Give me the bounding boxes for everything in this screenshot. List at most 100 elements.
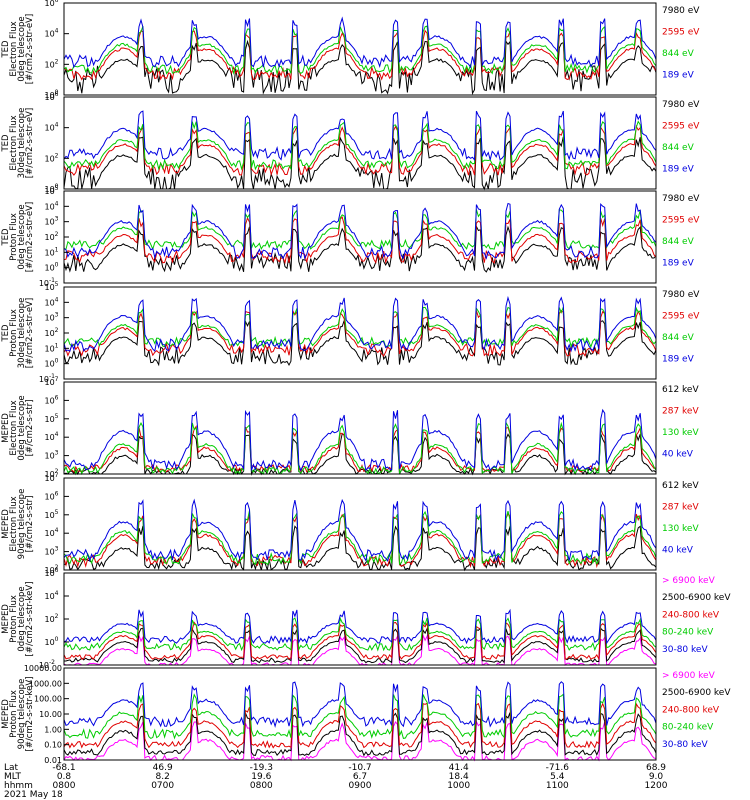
y-tick-label: 101 <box>44 246 58 257</box>
legend-entry: 130 keV <box>662 428 699 438</box>
series-line-2 <box>63 29 657 81</box>
y-axis-label: 0deg telescope <box>17 16 27 81</box>
y-tick-label: 10.00 <box>39 710 62 719</box>
y-tick-label: 104 <box>44 200 58 211</box>
series-line-2 <box>63 425 657 473</box>
footer-value: 18.4 <box>449 772 469 782</box>
y-axis-label: 0deg telescope <box>17 395 27 460</box>
series-line-4 <box>63 498 657 562</box>
y-axis-label: [#/cm2-s-str] <box>25 400 35 457</box>
y-axis-label: 90deg telescope <box>17 679 27 750</box>
footer-value: 0800 <box>250 781 273 791</box>
y-tick-label: 103 <box>44 546 58 557</box>
legend-entry: > 6900 keV <box>662 576 716 586</box>
legend-entry: > 6900 keV <box>662 671 716 681</box>
series-line-4 <box>63 202 657 260</box>
panel-frame <box>63 96 657 190</box>
y-tick-label: 106 <box>44 91 58 102</box>
footer-value: 46.9 <box>153 763 173 773</box>
series-line-3 <box>63 120 657 171</box>
footer-value: -68.1 <box>52 763 75 773</box>
legend-entry: 189 eV <box>662 355 695 365</box>
series-line-4 <box>63 16 657 69</box>
y-axis-label: [#/cm2-s-str-eV] <box>25 108 35 178</box>
footer-value: 0700 <box>151 781 174 791</box>
legend-entry: 612 keV <box>662 385 699 395</box>
series-line-4 <box>63 616 657 652</box>
footer-date: 2021 May 18 <box>4 790 63 800</box>
y-axis-label: MEPED <box>1 413 11 443</box>
legend-entry: 7980 eV <box>662 290 700 300</box>
y-tick-label: 103 <box>44 450 58 461</box>
y-axis-label: Electron Flux <box>9 400 19 455</box>
y-axis-label: Proton Flux <box>9 213 19 261</box>
series-line-3 <box>63 25 657 76</box>
y-axis-label: TED <box>1 228 11 247</box>
panel-frame <box>63 381 657 475</box>
y-tick-label: 100 <box>44 636 58 647</box>
y-tick-label: 100.00 <box>34 695 62 704</box>
legend-entry: 40 keV <box>662 450 694 460</box>
y-tick-label: 100 <box>44 262 58 273</box>
footer-value: 41.4 <box>449 763 469 773</box>
panel-frame <box>63 2 657 96</box>
legend-entry: 844 eV <box>662 49 695 59</box>
series-line-5 <box>63 681 657 729</box>
y-tick-label: 102 <box>44 327 58 338</box>
y-tick-label: 105 <box>44 509 58 520</box>
y-tick-label: 103 <box>44 216 58 227</box>
legend-entry: 30-80 keV <box>662 740 708 750</box>
y-axis-label: Proton Flux <box>9 595 19 643</box>
panel-frame <box>63 477 657 571</box>
series-line-3 <box>63 621 657 661</box>
y-tick-label: 106 <box>44 0 58 8</box>
footer-value: 1200 <box>645 781 668 791</box>
y-tick-label: 102 <box>44 231 58 242</box>
y-tick-label: 104 <box>44 431 58 442</box>
legend-entry: 130 keV <box>662 524 699 534</box>
y-tick-label: 106 <box>44 394 58 405</box>
y-tick-label: 101 <box>44 342 58 353</box>
y-axis-label: [#/cm2-s-str-keV] <box>25 677 35 752</box>
legend-entry: 7980 eV <box>662 6 700 16</box>
y-axis-label: 30deg telescope <box>17 298 27 369</box>
y-tick-label: 106 <box>44 490 58 501</box>
y-axis-label: MEPED <box>1 509 11 539</box>
footer-value: 8.2 <box>156 772 170 782</box>
legend-entry: 7980 eV <box>662 100 700 110</box>
footer-value: 0900 <box>349 781 372 791</box>
y-axis-label: MEPED <box>1 699 11 729</box>
y-axis-label: Electron Flux <box>9 21 19 76</box>
y-axis-label: [#/cm2-s-str-eV] <box>25 14 35 84</box>
y-tick-label: 104 <box>44 527 58 538</box>
footer-value: 1100 <box>546 781 569 791</box>
legend-entry: 240-800 keV <box>662 705 720 715</box>
y-axis-label: 0deg telescope <box>17 586 27 651</box>
footer-value: -10.7 <box>348 763 371 773</box>
y-axis-label: [#/cm2-s-str-keV] <box>25 582 35 657</box>
y-tick-label: 10000.00 <box>24 664 62 673</box>
legend-entry: 189 eV <box>662 165 695 175</box>
footer-row-label: Lat <box>4 763 19 773</box>
legend-entry: 2500-6900 keV <box>662 593 731 603</box>
legend-entry: 7980 eV <box>662 194 700 204</box>
y-tick-label: 10-1 <box>39 277 55 288</box>
series-line-2 <box>64 626 657 664</box>
legend-entry: 2595 eV <box>662 312 700 322</box>
footer-value: 0800 <box>53 781 76 791</box>
y-tick-label: 103 <box>44 312 58 323</box>
legend-entry: 612 keV <box>662 481 699 491</box>
y-axis-label: [#/cm2-s-str-eV] <box>25 298 35 368</box>
footer-value: 5.4 <box>550 772 565 782</box>
y-tick-label: 10-1 <box>39 373 55 384</box>
legend-entry: 240-800 keV <box>662 610 720 620</box>
y-axis-label: Electron Flux <box>9 496 19 551</box>
y-axis-label: MEPED <box>1 604 11 634</box>
series-line-3 <box>63 702 657 749</box>
footer-value: 9.0 <box>649 772 664 782</box>
y-tick-label: 102 <box>44 152 58 163</box>
